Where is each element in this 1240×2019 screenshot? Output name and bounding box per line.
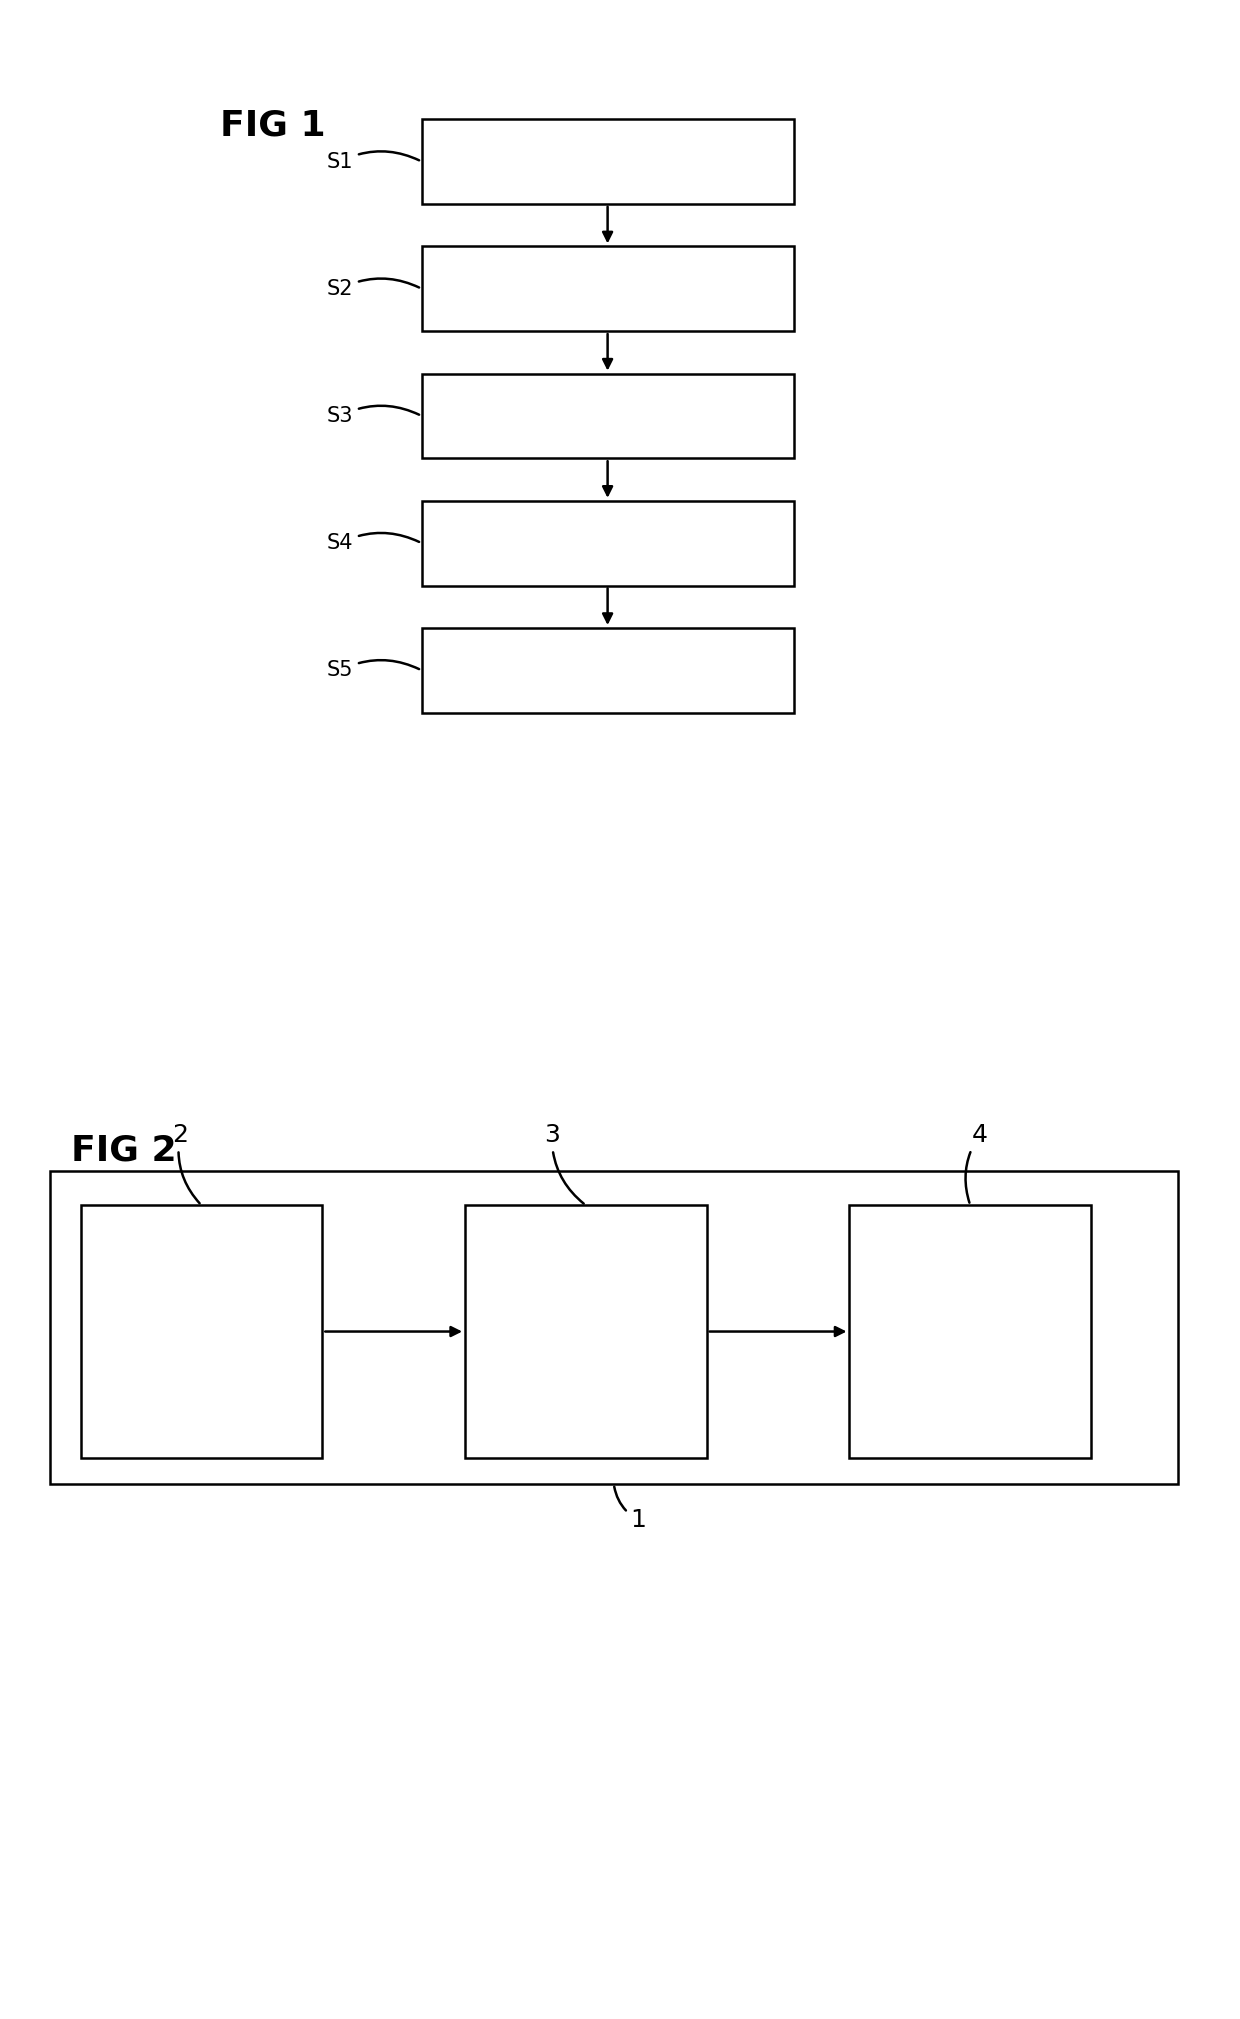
Text: S5: S5 xyxy=(327,660,419,680)
Bar xyxy=(849,1205,1091,1458)
Bar xyxy=(422,374,794,458)
Bar xyxy=(465,1205,707,1458)
Text: 1: 1 xyxy=(614,1486,646,1532)
Text: 2: 2 xyxy=(172,1123,200,1203)
Bar xyxy=(81,1205,322,1458)
Bar xyxy=(422,628,794,713)
Text: FIG 1: FIG 1 xyxy=(219,109,326,141)
Text: FIG 2: FIG 2 xyxy=(71,1135,177,1167)
Text: S4: S4 xyxy=(327,533,419,553)
Text: S1: S1 xyxy=(327,151,419,172)
Bar xyxy=(50,1171,1178,1484)
Text: S3: S3 xyxy=(327,406,419,426)
Text: 4: 4 xyxy=(966,1123,987,1203)
Bar xyxy=(422,246,794,331)
Text: S2: S2 xyxy=(327,279,419,299)
Bar xyxy=(422,501,794,586)
Bar xyxy=(422,119,794,204)
Text: 3: 3 xyxy=(544,1123,584,1203)
